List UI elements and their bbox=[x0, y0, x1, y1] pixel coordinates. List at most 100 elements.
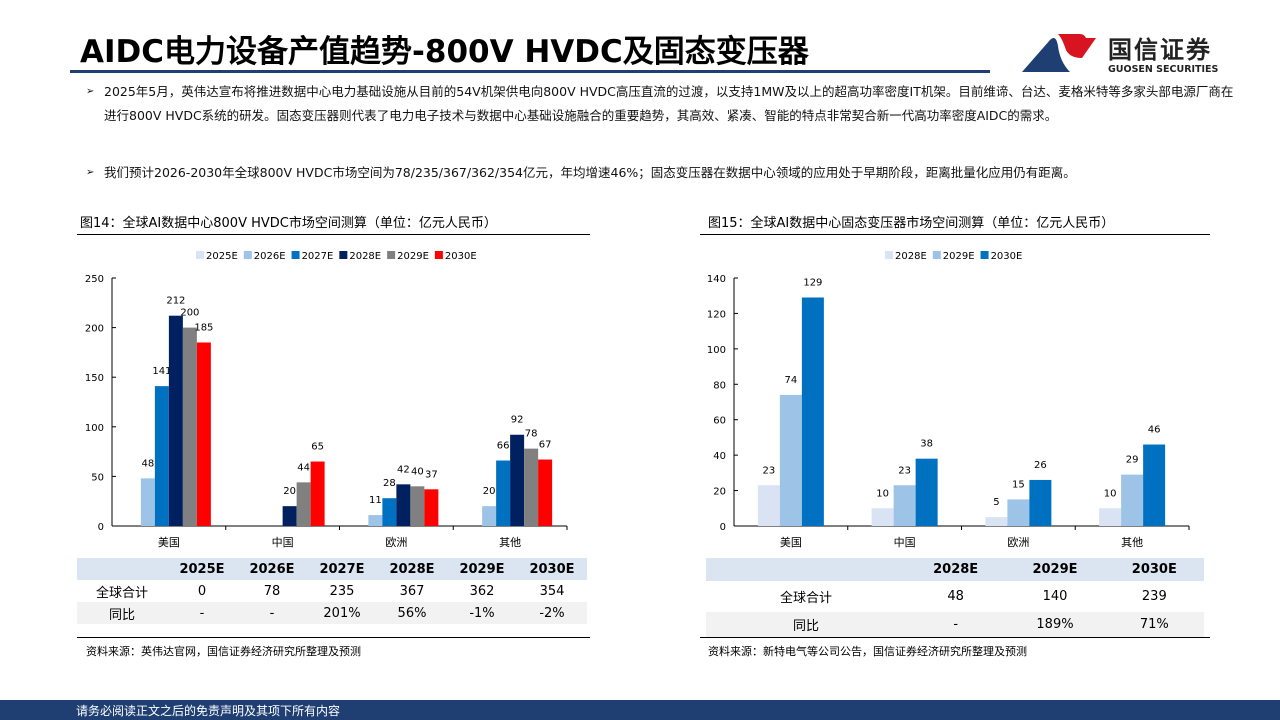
x-tick-label: 美国 bbox=[780, 536, 802, 549]
fig14-bottom-rule bbox=[77, 637, 590, 638]
table-cell: 140 bbox=[1042, 589, 1068, 604]
table-cell: 同比 bbox=[706, 612, 906, 637]
data-label: 185 bbox=[194, 322, 213, 333]
bar-2030E bbox=[310, 461, 325, 526]
arrow-bullet-icon: ➢ bbox=[86, 167, 95, 178]
data-label: 20 bbox=[483, 486, 496, 497]
x-tick-label: 其他 bbox=[499, 536, 521, 549]
legend-swatch-2028E bbox=[339, 251, 348, 259]
footer-bar: 请务必阅读正文之后的免责声明及其项下所有内容 bbox=[0, 700, 1280, 720]
table-cell: 全球合计 bbox=[779, 591, 832, 606]
table-row: 同比 - -201% 56% -1% -2% bbox=[77, 602, 587, 624]
legend-swatch-2029E bbox=[932, 251, 941, 259]
data-label: 10 bbox=[1104, 488, 1117, 499]
data-label: 23 bbox=[763, 465, 776, 476]
y-tick-label: 100 bbox=[707, 345, 726, 356]
table-cell: 239 bbox=[1141, 589, 1167, 604]
table-cell: -2% bbox=[517, 602, 587, 624]
bar-2027E bbox=[496, 460, 511, 526]
fig14-chart: 2025E 2026E 2027E 2028E 2029E 2030E 0 50 100 150 2… bbox=[85, 251, 568, 549]
bar-2030E bbox=[1029, 479, 1052, 526]
table-row: 全球合计 0 78 235 367 362 354 bbox=[77, 580, 587, 602]
y-tick-label: 100 bbox=[85, 423, 104, 434]
table-cell: 全球合计 bbox=[95, 585, 148, 601]
table-header: 2027E bbox=[307, 558, 377, 580]
legend-label: 2027E bbox=[302, 251, 334, 262]
logo-text-cn: 国信证券 bbox=[1108, 36, 1212, 64]
bar-2028E bbox=[396, 484, 411, 526]
guosen-logo: 国信证券 GUOSEN SECURITIES bbox=[1020, 28, 1230, 78]
data-label: 28 bbox=[383, 478, 396, 489]
legend-swatch-2027E bbox=[291, 251, 300, 259]
legend-label: 2029E bbox=[397, 251, 429, 262]
x-tick-label: 中国 bbox=[272, 536, 294, 549]
legend-label: 2026E bbox=[254, 251, 286, 262]
bar-2028E bbox=[985, 517, 1008, 526]
data-label: 38 bbox=[920, 439, 933, 450]
legend-swatch-2029E bbox=[387, 251, 396, 259]
table-cell: 362 bbox=[469, 583, 495, 599]
x-tick-label: 其他 bbox=[1121, 536, 1143, 549]
table-cell: 78 bbox=[263, 583, 281, 599]
bar-2029E bbox=[893, 485, 916, 526]
bar-2028E bbox=[510, 434, 525, 526]
bar-2029E bbox=[779, 394, 802, 526]
fig15-top-rule bbox=[700, 234, 1210, 235]
data-label: 44 bbox=[297, 462, 310, 473]
data-label: 23 bbox=[898, 465, 911, 476]
y-tick-label: 80 bbox=[713, 380, 726, 391]
fig14-caption: 图14：全球AI数据中心800V HVDC市场空间测算（单位：亿元人民币） bbox=[80, 216, 497, 231]
y-tick-label: 60 bbox=[713, 416, 726, 427]
legend-swatch-2030E bbox=[980, 251, 989, 259]
x-tick-label: 欧洲 bbox=[385, 536, 407, 549]
table-cell: 201% bbox=[307, 602, 377, 624]
legend-label: 2030E bbox=[991, 251, 1023, 262]
fig14-table: 2025E 2026E 2027E 2028E 2029E 2030E 全球合计 0 78 23… bbox=[77, 558, 587, 624]
bar-2026E bbox=[482, 506, 497, 526]
data-label: 20 bbox=[283, 486, 296, 497]
y-tick-label: 200 bbox=[85, 324, 104, 335]
table-header: 2030E bbox=[517, 558, 587, 580]
table-cell: - bbox=[237, 602, 307, 624]
fig15-caption: 图15：全球AI数据中心固态变压器市场空间测算（单位：亿元人民币） bbox=[708, 216, 1115, 231]
bar-2030E bbox=[801, 297, 824, 526]
data-label: 42 bbox=[397, 464, 410, 475]
table-cell: 235 bbox=[329, 583, 355, 599]
legend-label: 2030E bbox=[445, 251, 477, 262]
data-label: 65 bbox=[311, 442, 324, 453]
fig15-table: 2028E 2029E 2030E 全球合计 48 140 239 同比 -189% 71% bbox=[706, 558, 1204, 637]
bar-2029E bbox=[1007, 499, 1030, 526]
data-label: 29 bbox=[1126, 455, 1139, 466]
bar-2029E bbox=[524, 448, 539, 526]
table-row: 同比 -189% 71% bbox=[706, 612, 1204, 637]
bar-2028E bbox=[871, 508, 894, 526]
data-label: 212 bbox=[166, 296, 185, 307]
legend-swatch-2026E bbox=[243, 251, 252, 259]
fig15-bottom-rule bbox=[700, 637, 1210, 638]
y-tick-label: 250 bbox=[85, 274, 104, 285]
y-tick-label: 140 bbox=[707, 274, 726, 285]
y-tick-label: 120 bbox=[707, 309, 726, 320]
legend-swatch-2028E bbox=[885, 251, 893, 259]
data-label: 67 bbox=[539, 440, 552, 451]
title-divider bbox=[70, 70, 990, 73]
fig15-chart: 2028E 2029E 2030E 0 20 40 60 80 100 120 140 美国 23 74 1… bbox=[707, 251, 1190, 549]
fig15-source: 资料来源：新特电气等公司公告，国信证券经济研究所整理及预测 bbox=[708, 645, 1027, 658]
fig14-top-rule bbox=[77, 234, 590, 235]
table-header: 2025E bbox=[167, 558, 237, 580]
table-cell: 354 bbox=[539, 583, 565, 599]
bullet-1: ➢ 2025年5月，英伟达宣布将推进数据中心电力基础设施从目前的54V机架供电向8… bbox=[86, 80, 1236, 128]
y-tick-label: 20 bbox=[713, 487, 726, 498]
bar-2029E bbox=[182, 327, 197, 526]
table-header: 2028E bbox=[377, 558, 447, 580]
table-cell: 189% bbox=[1005, 612, 1105, 637]
data-label: 200 bbox=[180, 308, 199, 319]
table-row: 全球合计 48 140 239 bbox=[706, 581, 1204, 612]
data-label: 11 bbox=[369, 495, 382, 506]
data-label: 141 bbox=[152, 366, 171, 377]
data-label: 37 bbox=[425, 469, 438, 480]
legend-swatch-2030E bbox=[434, 251, 443, 259]
data-label: 78 bbox=[525, 429, 538, 440]
table-cell: 71% bbox=[1104, 612, 1204, 637]
table-cell: - bbox=[167, 602, 237, 624]
